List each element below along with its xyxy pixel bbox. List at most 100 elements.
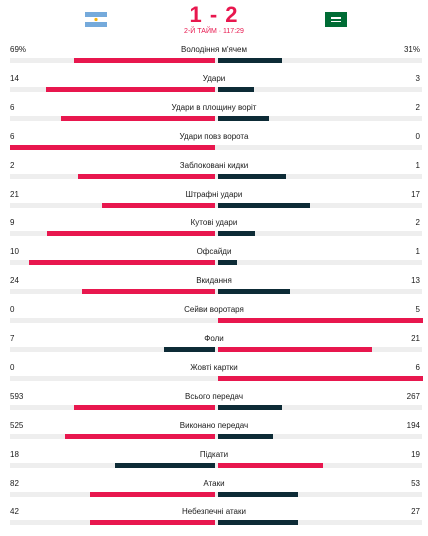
stat-label: Удари повз ворота	[179, 131, 249, 141]
home-value: 593	[10, 391, 24, 401]
stat-label: Підкати	[199, 449, 229, 459]
bar-track	[10, 347, 422, 352]
away-value: 267	[406, 391, 420, 401]
home-bar	[101, 202, 215, 208]
away-value: 17	[411, 189, 420, 199]
home-bar	[78, 173, 215, 179]
home-value: 10	[10, 247, 19, 257]
away-value: 27	[411, 507, 420, 517]
away-value: 19	[411, 449, 420, 459]
stat-label: Жовті картки	[190, 362, 238, 372]
home-value: 9	[10, 218, 15, 228]
stat-label: Штрафні удари	[185, 189, 243, 199]
away-bar	[218, 260, 237, 266]
bar-track	[10, 173, 422, 179]
away-bar	[218, 433, 274, 439]
stat-label: Атаки	[203, 478, 225, 488]
home-bar	[61, 115, 215, 121]
bar-track	[10, 231, 422, 237]
away-bar	[218, 491, 299, 497]
home-value: 14	[10, 73, 19, 83]
home-value: 525	[10, 420, 24, 430]
home-bar	[28, 260, 215, 266]
home-bar	[46, 86, 215, 92]
stat-label: Виконано передач	[179, 420, 249, 430]
home-value: 0	[10, 305, 15, 315]
home-value: 24	[10, 276, 19, 286]
home-value: 6	[10, 102, 15, 112]
away-bar	[218, 231, 256, 237]
away-value: 53	[411, 478, 420, 488]
bar-track	[10, 375, 422, 381]
stat-label: Небезпечні атаки	[182, 507, 246, 517]
bar-track	[10, 491, 422, 497]
bar-track	[10, 58, 422, 63]
bar-track	[10, 115, 422, 121]
home-bar	[115, 462, 215, 468]
home-value: 82	[10, 478, 19, 488]
bar-track	[10, 144, 422, 150]
away-bar	[218, 202, 310, 208]
away-value: 3	[415, 73, 420, 83]
bar-track	[10, 433, 422, 439]
stat-label: Удари	[202, 73, 226, 83]
home-bar	[73, 404, 215, 410]
away-bar	[218, 318, 423, 324]
away-value: 194	[406, 420, 420, 430]
bar-track	[10, 202, 422, 208]
away-value: 21	[411, 334, 420, 343]
bar-track	[10, 86, 422, 92]
away-bar	[218, 520, 299, 526]
stat-label: Офсайди	[196, 247, 232, 257]
home-value: 6	[10, 131, 15, 141]
stat-label: Заблоковані кидки	[179, 160, 249, 170]
away-flag	[325, 12, 347, 27]
away-value: 5	[415, 305, 420, 315]
away-bar	[218, 86, 255, 92]
away-value: 13	[411, 276, 420, 286]
away-bar	[218, 58, 282, 63]
home-bar	[73, 58, 215, 63]
bar-track	[10, 404, 422, 410]
stat-label: Фоли	[204, 334, 224, 343]
bar-track	[10, 520, 422, 526]
away-bar	[218, 289, 291, 295]
home-bar	[10, 144, 215, 150]
away-bar	[218, 375, 423, 381]
bar-track	[10, 289, 422, 295]
away-value: 2	[415, 218, 420, 228]
stat-label: Володіння м'ячем	[181, 45, 247, 54]
bar-track	[10, 462, 422, 468]
home-flag	[85, 12, 107, 27]
home-value: 21	[10, 189, 19, 199]
home-value: 0	[10, 362, 15, 372]
away-bar	[218, 462, 324, 468]
away-bar	[218, 347, 372, 352]
home-value: 2	[10, 160, 15, 170]
stat-label: Кутові удари	[190, 218, 238, 228]
away-bar	[218, 173, 287, 179]
home-bar	[47, 231, 215, 237]
home-value: 7	[10, 334, 15, 343]
away-bar	[218, 404, 282, 410]
home-bar	[90, 520, 215, 526]
away-value: 2	[415, 102, 420, 112]
away-value: 1	[415, 160, 420, 170]
bar-track	[10, 318, 422, 324]
stat-label: Удари в площину воріт	[171, 102, 257, 112]
home-value: 18	[10, 449, 19, 459]
home-bar	[163, 347, 215, 352]
score: 1 - 2	[189, 2, 239, 27]
away-value: 1	[415, 247, 420, 257]
away-value: 0	[415, 131, 420, 141]
away-bar	[218, 115, 270, 121]
away-value: 31%	[403, 45, 420, 54]
away-value: 6	[415, 362, 420, 372]
stat-label: Вкидання	[196, 276, 232, 286]
home-bar	[82, 289, 215, 295]
home-value: 42	[10, 507, 19, 517]
stat-label: Сейви воротаря	[184, 305, 244, 315]
home-bar	[65, 433, 215, 439]
home-bar	[90, 491, 215, 497]
